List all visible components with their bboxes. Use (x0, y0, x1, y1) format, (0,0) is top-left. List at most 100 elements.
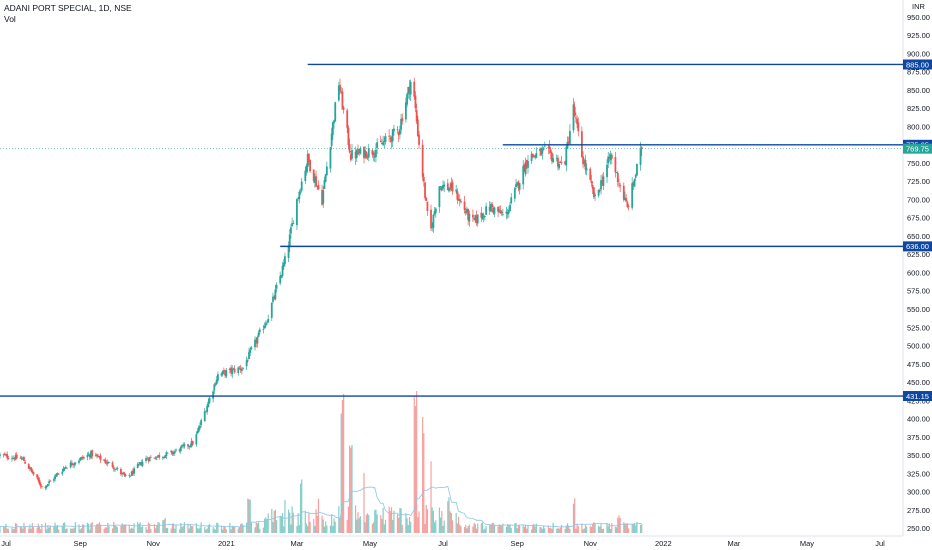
volume-bar (139, 522, 141, 533)
candle-body (626, 202, 629, 207)
volume-bar (97, 524, 99, 533)
volume-bar (5, 523, 7, 533)
volume-bar (272, 522, 274, 533)
volume-bar (223, 526, 225, 533)
candle-body (365, 152, 368, 158)
volume-bar (493, 524, 496, 533)
candle-body (337, 85, 340, 101)
candle-body (535, 152, 538, 158)
volume-bar (213, 528, 215, 533)
volume-bar (481, 522, 484, 533)
candle-body (457, 198, 460, 201)
candle-body (197, 427, 200, 432)
candle-body (217, 374, 219, 381)
volume-bar (237, 528, 239, 533)
candle-body (390, 137, 393, 142)
candle-body (284, 256, 286, 265)
volume-bar (145, 527, 147, 533)
volume-bar (164, 517, 166, 533)
candle-body (401, 118, 404, 122)
volume-bar (105, 527, 108, 533)
volume-bar (552, 522, 554, 533)
volume-bar (602, 528, 605, 533)
candle-body (239, 368, 242, 371)
volume-bar (115, 526, 117, 533)
volume-bar (131, 527, 133, 533)
volume-bar (12, 529, 14, 533)
volume-bar (146, 529, 148, 533)
candle-body (455, 189, 458, 192)
candle-body (149, 456, 152, 458)
candle-body (633, 179, 636, 187)
time-tick-label: Jul (438, 539, 448, 548)
volume-bar (611, 523, 613, 533)
level-price-label: 431.15 (906, 392, 929, 401)
candle-body (463, 201, 466, 211)
candle-body (456, 191, 459, 200)
volume-bar (133, 523, 135, 533)
volume-bar (199, 527, 201, 533)
volume-bar (96, 523, 98, 533)
volume-bar (189, 524, 191, 533)
candle-body (505, 211, 508, 214)
candle-body (609, 154, 612, 160)
candle-body (541, 149, 544, 154)
candle-body (145, 457, 147, 461)
volume-bar (153, 524, 156, 533)
volume-bar (66, 528, 68, 533)
candle-body (307, 153, 310, 162)
candle-body (282, 263, 285, 267)
candle-body (548, 146, 551, 149)
volume-bar (249, 499, 251, 533)
candle-body (139, 462, 141, 465)
volume-bar (590, 526, 593, 533)
candle-body (5, 454, 7, 456)
volume-bar (174, 528, 176, 533)
candle-body (232, 368, 235, 370)
volume-bar (91, 522, 93, 533)
candle-body (482, 215, 485, 218)
candle-body (574, 117, 577, 119)
candle-body (182, 445, 185, 446)
candle-body (432, 214, 435, 228)
volume-bar (30, 528, 32, 533)
candle-body (527, 161, 529, 168)
volume-bar (417, 517, 419, 533)
volume-bar (111, 528, 114, 533)
volume-bar (23, 522, 25, 533)
volume-bar (581, 523, 583, 533)
volume-ma-line (0, 486, 642, 528)
volume-bar (418, 511, 420, 533)
candle-body (262, 329, 265, 330)
volume-bar (608, 523, 611, 533)
candle-body (351, 150, 353, 159)
time-tick-label: May (800, 539, 814, 548)
candle-body (46, 484, 49, 486)
volume-bar (356, 519, 358, 533)
volume-bar (47, 525, 49, 533)
volume-bar (113, 521, 115, 533)
volume-bar (636, 522, 638, 533)
volume-bar (334, 521, 336, 533)
volume-bar (388, 506, 390, 533)
volume-bar (624, 523, 626, 533)
candle-body (488, 206, 491, 211)
volume-bar (398, 517, 400, 533)
candle-body (263, 325, 266, 329)
volume-bar (509, 524, 511, 533)
candle-body (540, 147, 543, 156)
volume-bar (246, 522, 248, 533)
volume-bar (89, 529, 91, 533)
candle-body (413, 81, 416, 97)
volume-bar (589, 526, 591, 533)
volume-bar (473, 522, 475, 533)
volume-bar (349, 445, 351, 533)
volume-bar (132, 528, 134, 533)
candle-body (439, 186, 442, 187)
volume-bar (305, 523, 308, 533)
candle-body (170, 450, 173, 453)
volume-bar (72, 528, 74, 533)
volume-bar (242, 524, 244, 533)
volume-bar (468, 524, 470, 533)
